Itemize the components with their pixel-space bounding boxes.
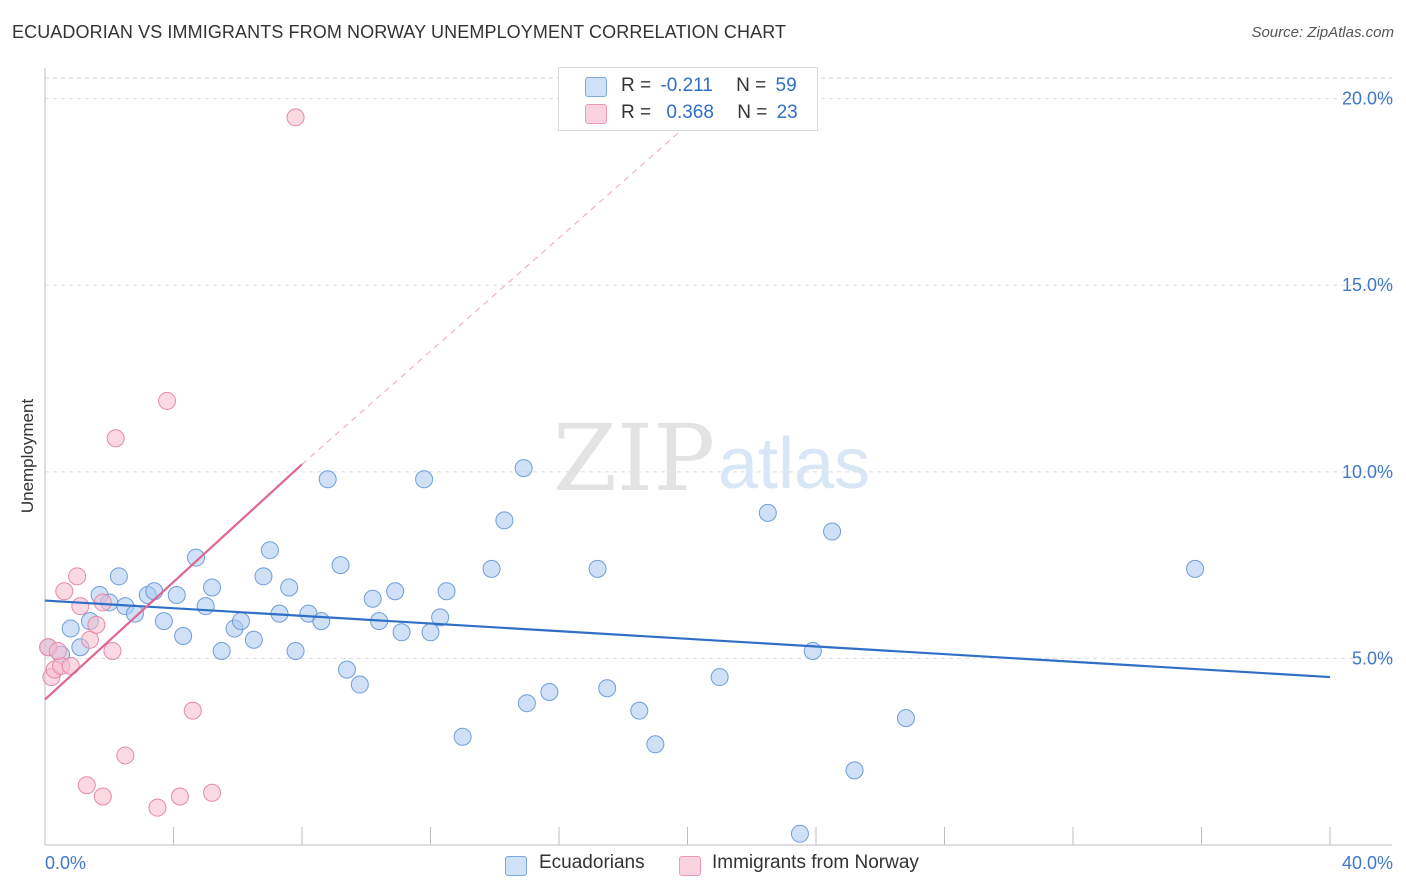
x-tick-label: 0.0%: [45, 853, 86, 873]
n-label: N =: [736, 75, 767, 96]
norway-swatch: [585, 104, 607, 124]
norway-point: [80, 630, 99, 649]
ecuadorian-point: [254, 567, 273, 586]
ecuadorian-point: [386, 582, 405, 601]
ecuadorians-trend-line: [44, 599, 1331, 679]
y-tick-label: 15.0%: [1342, 275, 1393, 295]
ecuadorian-point: [174, 627, 193, 646]
ecuadorian-point: [482, 559, 501, 578]
norway-point: [48, 641, 67, 660]
r-label: R =: [621, 75, 652, 96]
norway-point: [183, 701, 202, 720]
norway-swatch: [679, 856, 701, 876]
ecuadorian-point: [312, 612, 331, 631]
ecuadorian-point: [453, 727, 472, 746]
series-legend: Ecuadorians Immigrants from Norway: [0, 850, 1406, 880]
ecuadorian-point: [260, 541, 279, 560]
x-tick-label: 40.0%: [1342, 853, 1393, 873]
norway-point: [286, 108, 305, 127]
ecuadorian-point: [630, 701, 649, 720]
ecuadorian-point: [167, 585, 186, 604]
chart-title: ECUADORIAN VS IMMIGRANTS FROM NORWAY UNE…: [12, 22, 787, 42]
ecuadorian-point: [823, 522, 842, 541]
norway-point: [68, 567, 87, 586]
ecuadorian-point: [421, 623, 440, 642]
ecuadorian-point: [203, 578, 222, 597]
ecuadorians-swatch: [585, 77, 607, 97]
legend-label-ecuadorians: Ecuadorians: [539, 852, 645, 873]
norway-point: [170, 787, 189, 806]
r-value: -0.211: [660, 75, 713, 96]
norway-point: [203, 783, 222, 802]
r-label: R =: [621, 102, 652, 123]
ecuadorian-point: [61, 619, 80, 638]
ecuadorian-point: [646, 735, 665, 754]
ecuadorian-point: [790, 824, 809, 843]
ecuadorians-swatch: [505, 856, 527, 876]
ecuadorian-point: [286, 641, 305, 660]
norway-trend-extension: [301, 124, 688, 465]
norway-point: [61, 656, 80, 675]
ecuadorian-point: [244, 630, 263, 649]
ecuadorian-point: [517, 694, 536, 713]
ecuadorian-point: [896, 709, 915, 728]
y-tick-label: 20.0%: [1342, 89, 1393, 109]
ecuadorian-point: [363, 589, 382, 608]
ecuadorian-point: [186, 548, 205, 567]
ecuadorian-point: [514, 459, 533, 478]
ecuadorian-point: [125, 604, 144, 623]
norway-point: [55, 582, 74, 601]
ecuadorian-point: [280, 578, 299, 597]
r-value: 0.368: [666, 102, 714, 123]
legend-item-ecuadorians[interactable]: Ecuadorians: [505, 852, 645, 876]
ecuadorian-point: [109, 567, 128, 586]
legend-label-norway: Immigrants from Norway: [712, 852, 919, 873]
ecuadorian-point: [431, 608, 450, 627]
legend-item-norway[interactable]: Immigrants from Norway: [679, 852, 919, 876]
y-tick-label: 5.0%: [1352, 648, 1393, 668]
norway-point: [116, 746, 135, 765]
norway-point: [148, 798, 167, 817]
norway-point: [103, 641, 122, 660]
ecuadorian-point: [212, 641, 231, 660]
ecuadorian-point: [495, 511, 514, 530]
chart-source: Source: ZipAtlas.com: [1251, 24, 1394, 41]
y-tick-label: 10.0%: [1342, 462, 1393, 482]
n-value: 59: [775, 75, 797, 96]
ecuadorian-point: [337, 660, 356, 679]
norway-point: [93, 787, 112, 806]
ecuadorian-point: [588, 559, 607, 578]
ecuadorian-point: [231, 612, 250, 631]
ecuadorian-point: [196, 597, 215, 616]
ecuadorian-point: [145, 582, 164, 601]
norway-point: [158, 391, 177, 410]
n-label: N =: [737, 102, 768, 123]
ecuadorian-point: [331, 556, 350, 575]
norway-point: [71, 597, 90, 616]
norway-point: [106, 429, 125, 448]
ecuadorian-point: [758, 503, 777, 522]
norway-point: [77, 776, 96, 795]
norway-point: [87, 615, 106, 634]
ecuadorian-point: [1186, 559, 1205, 578]
ecuadorian-point: [845, 761, 864, 780]
stats-legend: R = -0.211 N = 59 R = 0.368 N = 23: [558, 67, 818, 131]
ecuadorian-point: [598, 679, 617, 698]
norway-point: [93, 593, 112, 612]
ecuadorian-point: [415, 470, 434, 489]
ecuadorian-point: [392, 623, 411, 642]
norway-trend-line: [44, 463, 303, 701]
watermark-atlas: atlas: [718, 424, 870, 504]
ecuadorian-point: [154, 612, 173, 631]
ecuadorian-point: [350, 675, 369, 694]
n-value: 23: [776, 102, 798, 123]
ecuadorian-point: [437, 582, 456, 601]
ecuadorian-point: [710, 668, 729, 687]
ecuadorian-point: [540, 683, 559, 701]
watermark-zip: ZIP: [553, 405, 715, 512]
ecuadorian-point: [318, 470, 337, 489]
